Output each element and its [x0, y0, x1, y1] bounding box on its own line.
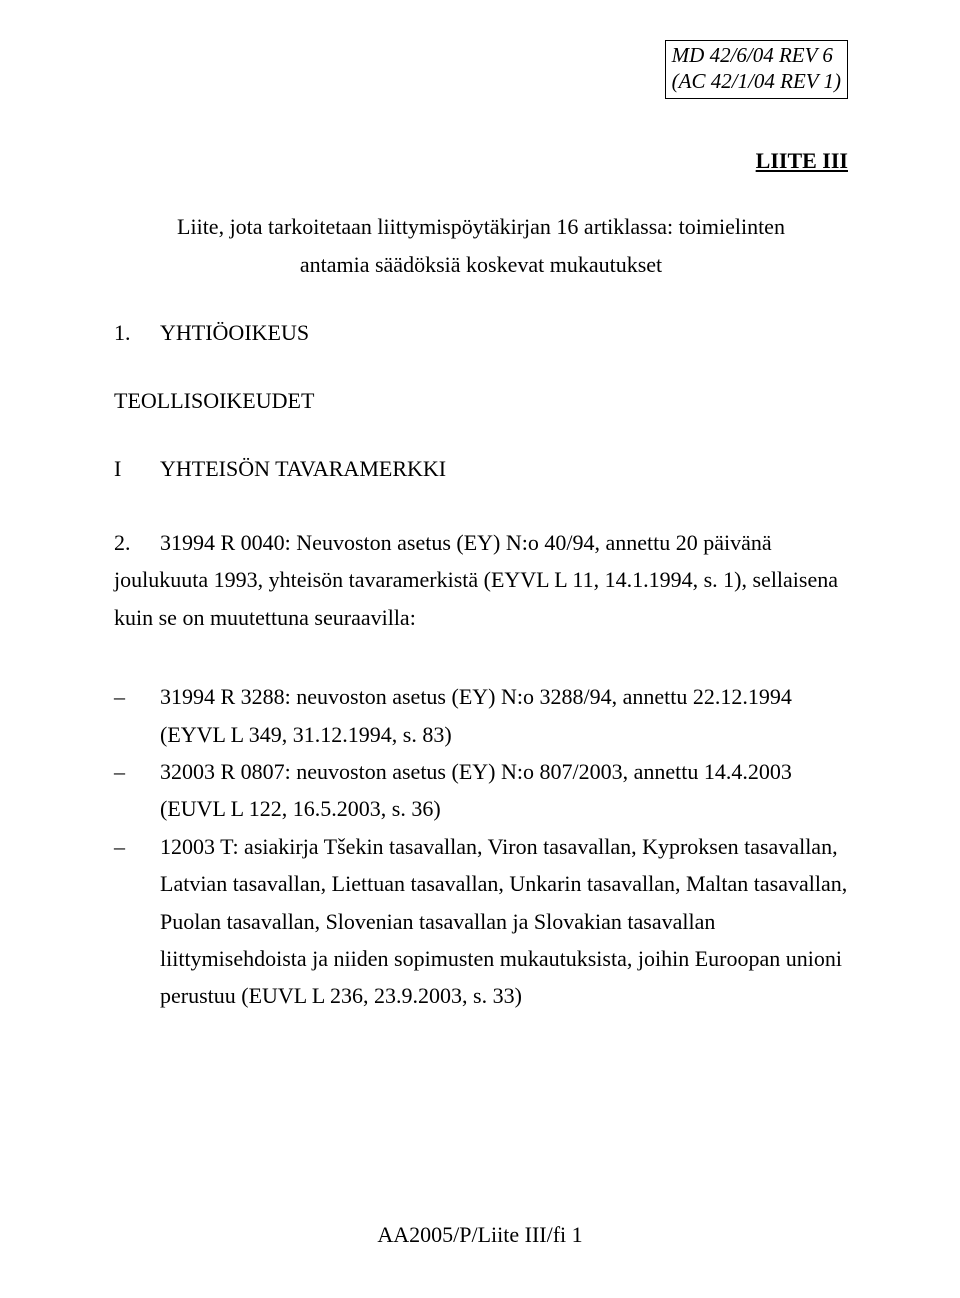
list-item: – 32003 R 0807: neuvoston asetus (EY) N:…	[114, 753, 848, 828]
intro-line-1: Liite, jota tarkoitetaan liittymispöytäk…	[114, 214, 848, 240]
subheading-label: YHTEISÖN TAVARAMERKKI	[160, 456, 446, 481]
reference-box: MD 42/6/04 REV 6 (AC 42/1/04 REV 1)	[665, 40, 848, 99]
list-item-text: 31994 R 3288: neuvoston asetus (EY) N:o …	[160, 678, 848, 753]
subheading-roman: I	[114, 456, 160, 482]
reference-line-1: MD 42/6/04 REV 6	[672, 42, 841, 68]
reference-line-2: (AC 42/1/04 REV 1)	[672, 68, 841, 94]
section-1-label: YHTIÖOIKEUS	[160, 320, 309, 345]
section-1: 1.YHTIÖOIKEUS	[114, 320, 848, 346]
subheading-trademark: IYHTEISÖN TAVARAMERKKI	[114, 456, 848, 482]
list-item: – 31994 R 3288: neuvoston asetus (EY) N:…	[114, 678, 848, 753]
paragraph-2: 2.31994 R 0040: Neuvoston asetus (EY) N:…	[114, 524, 848, 636]
annex-title: LIITE III	[114, 148, 848, 174]
list-dash: –	[114, 828, 160, 1015]
document-page: MD 42/6/04 REV 6 (AC 42/1/04 REV 1) LIIT…	[0, 0, 960, 1298]
list-item: – 12003 T: asiakirja Tšekin tasavallan, …	[114, 828, 848, 1015]
list-item-text: 12003 T: asiakirja Tšekin tasavallan, Vi…	[160, 828, 848, 1015]
intro-line-2: antamia säädöksiä koskevat mukautukset	[114, 252, 848, 278]
list-item-text: 32003 R 0807: neuvoston asetus (EY) N:o …	[160, 753, 848, 828]
paragraph-2-number: 2.	[114, 524, 160, 561]
page-footer: AA2005/P/Liite III/fi 1	[0, 1222, 960, 1248]
amendment-list: – 31994 R 3288: neuvoston asetus (EY) N:…	[114, 678, 848, 1015]
list-dash: –	[114, 753, 160, 828]
heading-teollisoikeudet: TEOLLISOIKEUDET	[114, 388, 848, 414]
list-dash: –	[114, 678, 160, 753]
paragraph-2-text: 31994 R 0040: Neuvoston asetus (EY) N:o …	[114, 530, 838, 630]
section-1-number: 1.	[114, 320, 160, 346]
